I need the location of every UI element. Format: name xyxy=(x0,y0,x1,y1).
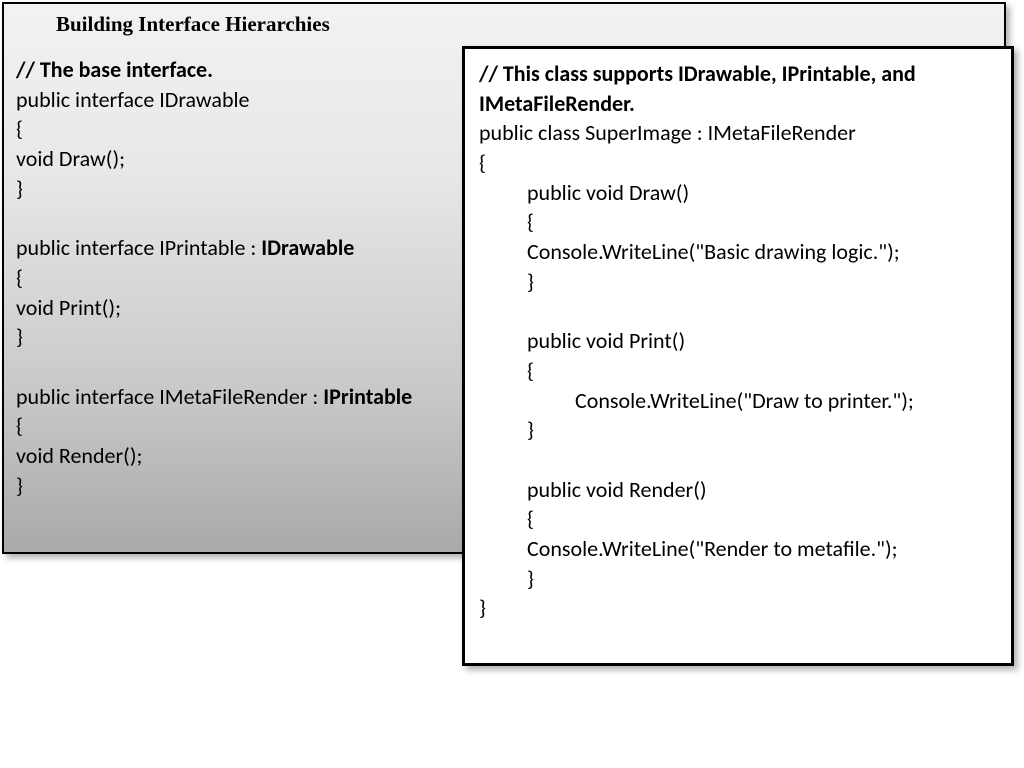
code-comment: // This class supports IDrawable, IPrint… xyxy=(479,59,997,118)
code-line: } xyxy=(479,267,997,297)
code-line: { xyxy=(479,356,997,386)
code-line: { xyxy=(479,207,997,237)
code-line: Console.WriteLine("Draw to printer."); xyxy=(479,386,997,416)
code-blank xyxy=(479,445,997,475)
code-line: Console.WriteLine("Basic drawing logic."… xyxy=(479,237,997,267)
code-line: { xyxy=(479,148,997,178)
code-line: { xyxy=(479,504,997,534)
code-line: } xyxy=(479,564,997,594)
code-blank xyxy=(479,297,997,327)
code-line: } xyxy=(479,593,997,623)
code-line: Console.WriteLine("Render to metafile.")… xyxy=(479,534,997,564)
right-code-panel: // This class supports IDrawable, IPrint… xyxy=(462,46,1014,666)
right-code-block: // This class supports IDrawable, IPrint… xyxy=(479,59,997,623)
code-line: public class SuperImage : IMetaFileRende… xyxy=(479,118,997,148)
code-line: public void Draw() xyxy=(479,178,997,208)
slide-title: Building Interface Hierarchies xyxy=(16,12,992,37)
code-line: } xyxy=(479,415,997,445)
code-line: public void Render() xyxy=(479,475,997,505)
code-line: public void Print() xyxy=(479,326,997,356)
